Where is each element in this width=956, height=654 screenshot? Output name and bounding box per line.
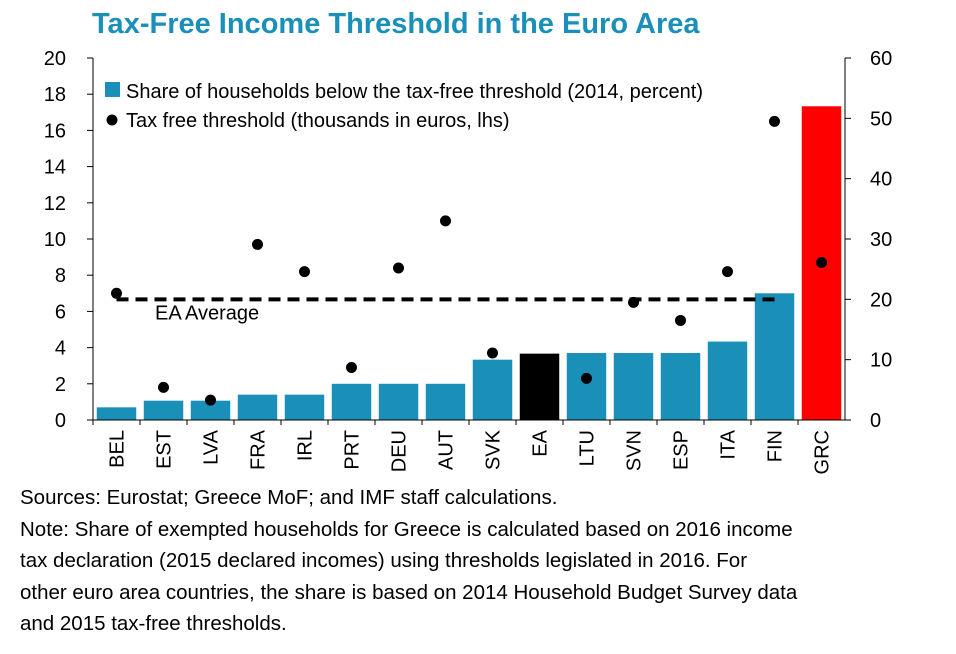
left-tick-label: 2 <box>55 374 66 396</box>
x-tick-label: FIN <box>765 430 787 462</box>
left-tick-label: 8 <box>55 265 66 287</box>
x-tick-label: SVK <box>483 429 505 470</box>
x-tick-label: BEL <box>107 430 129 468</box>
sources-text: Sources: Eurostat; Greece MoF; and IMF s… <box>20 486 558 509</box>
x-tick-label: DEU <box>389 430 411 472</box>
dot-esp <box>675 314 686 326</box>
bar-svn <box>613 353 654 420</box>
dot-fin <box>769 115 780 127</box>
bar-ea <box>519 353 560 420</box>
bar-ita <box>707 341 748 420</box>
reference-line-layer: EA Average <box>116 297 775 324</box>
bar-irl <box>284 394 325 420</box>
x-tick-label: ITA <box>718 429 740 459</box>
bar-svk <box>472 359 513 420</box>
legend-layer: Share of households below the tax-free t… <box>105 81 703 132</box>
x-tick-label: ESP <box>671 430 693 470</box>
bar-ltu <box>566 353 607 420</box>
dot-ltu <box>581 372 592 384</box>
x-tick-label: FRA <box>248 429 270 470</box>
right-tick-label: 60 <box>870 48 892 70</box>
legend-dot-label: Tax free threshold (thousands in euros, … <box>126 110 510 132</box>
x-tick-label: LTU <box>577 430 599 466</box>
right-tick-label: 30 <box>870 229 892 251</box>
bar-esp <box>660 353 701 420</box>
left-tick-label: 0 <box>55 410 66 432</box>
bar-aut <box>425 383 466 420</box>
bar-bel <box>96 407 137 420</box>
axes-layer: 0 2 4 6 8 10 12 14 16 18 20 0 10 20 30 40 50 60 BEL EST LVA F… <box>44 48 893 474</box>
dot-fra <box>252 238 263 250</box>
dot-lva <box>205 394 216 406</box>
chart-title: Tax-Free Income Threshold in the Euro Ar… <box>92 8 700 40</box>
left-tick-label: 16 <box>44 120 66 142</box>
note-line: Note: Share of exempted households for G… <box>20 517 793 541</box>
bar-est <box>143 400 184 420</box>
bar-fra <box>237 394 278 420</box>
note-line: other euro area countries, the share is … <box>20 580 798 604</box>
left-tick-label: 14 <box>44 157 66 179</box>
right-tick-label: 0 <box>870 410 881 432</box>
right-tick-label: 50 <box>870 108 892 130</box>
dot-grc <box>816 257 827 269</box>
dot-bel <box>111 287 122 299</box>
left-tick-label: 20 <box>44 48 66 70</box>
dot-aut <box>440 215 451 227</box>
x-tick-label: EA <box>530 429 552 456</box>
dot-deu <box>393 262 404 274</box>
x-tick-label: LVA <box>201 429 223 464</box>
dot-est <box>158 381 169 393</box>
notes-block: Sources: Eurostat; Greece MoF; and IMF s… <box>20 482 950 640</box>
right-tick-label: 20 <box>870 289 892 311</box>
ea-average-label: EA Average <box>155 302 259 324</box>
bar-fin <box>754 293 795 420</box>
x-tick-label: AUT <box>436 430 458 470</box>
chart: EA Average 0 2 4 6 8 10 12 14 16 18 20 0 10 20 30 40 50 6… <box>44 48 893 474</box>
left-tick-label: 12 <box>44 193 66 215</box>
dots-layer <box>111 115 827 406</box>
legend-bar-swatch <box>105 82 120 97</box>
dot-svn <box>628 296 639 308</box>
dot-svk <box>487 347 498 359</box>
right-tick-label: 10 <box>870 350 892 372</box>
left-tick-label: 4 <box>55 338 66 360</box>
dot-ita <box>722 266 733 278</box>
bar-prt <box>331 383 372 420</box>
x-tick-label: EST <box>154 430 176 469</box>
x-tick-label: IRL <box>295 430 317 461</box>
right-tick-label: 40 <box>870 169 892 191</box>
left-tick-label: 18 <box>44 84 66 106</box>
note-line: tax declaration (2015 declared incomes) … <box>20 549 748 572</box>
x-tick-label: PRT <box>342 430 364 470</box>
dot-irl <box>299 266 310 278</box>
bar-deu <box>378 383 419 420</box>
left-tick-label: 6 <box>55 301 66 323</box>
legend-bar-label: Share of households below the tax-free t… <box>126 81 703 103</box>
bars-layer <box>96 106 842 421</box>
left-tick-label: 10 <box>44 229 66 251</box>
x-tick-label: SVN <box>624 430 646 471</box>
x-tick-label: GRC <box>812 430 834 474</box>
note-line: and 2015 tax-free thresholds. <box>20 612 287 635</box>
bar-lva <box>190 400 231 420</box>
dot-prt <box>346 362 357 374</box>
legend-dot-swatch <box>106 114 118 126</box>
